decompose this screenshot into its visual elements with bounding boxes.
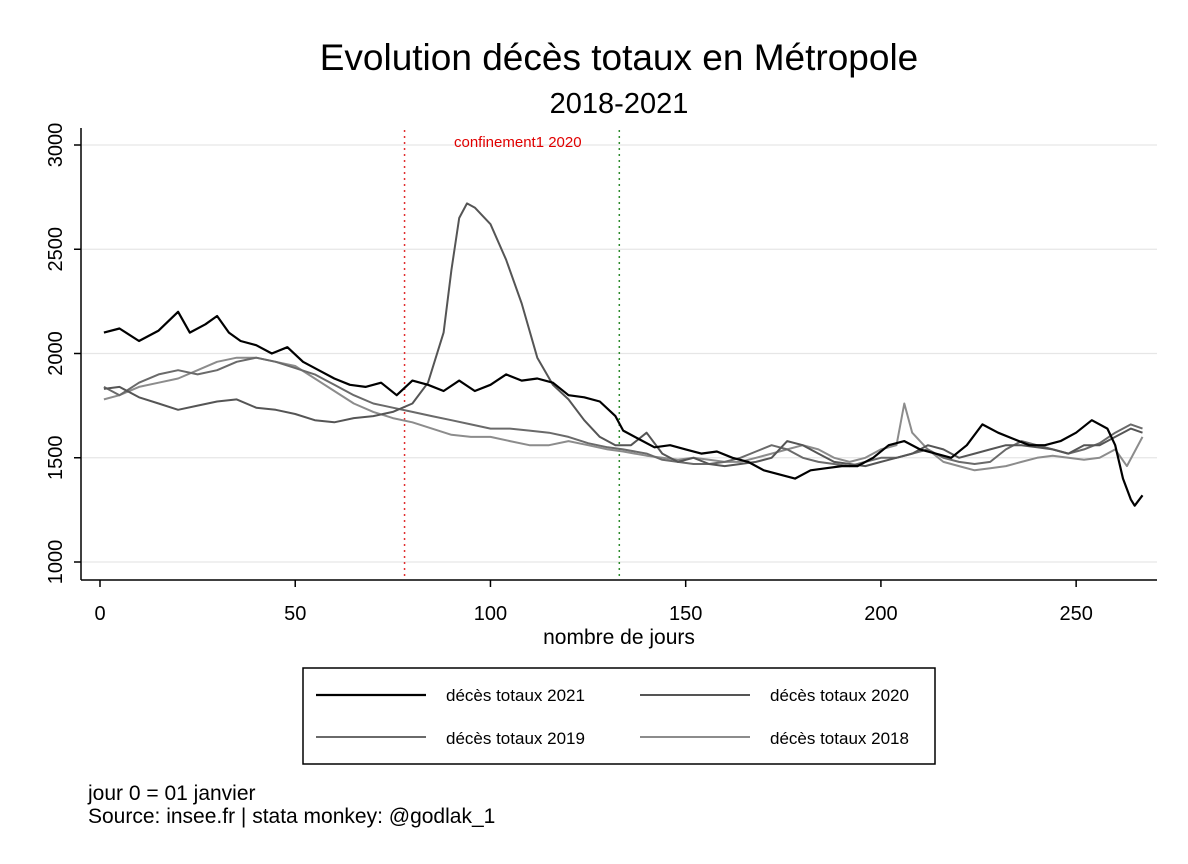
x-tick-label-250: 250 — [1059, 603, 1092, 625]
legend-label-2019: décès totaux 2019 — [446, 729, 585, 748]
x-tick-label-100: 100 — [474, 603, 507, 625]
y-tick-label-1000: 1000 — [45, 540, 67, 585]
series-line-décès-totaux-2018 — [103, 356, 1144, 472]
x-tick-label-50: 50 — [284, 603, 306, 625]
note-source: Source: insee.fr | stata monkey: @godlak… — [88, 805, 495, 828]
x-tick-label-200: 200 — [864, 603, 897, 625]
note-day-zero: jour 0 = 01 janvier — [87, 782, 256, 805]
series-line-décès-totaux-2021 — [103, 310, 1144, 507]
y-tick-label-1500: 1500 — [45, 436, 67, 481]
y-tick-label-3000: 3000 — [45, 123, 67, 168]
confinement-annotation: confinement1 2020 — [454, 134, 582, 151]
y-axis-ticks: 1000 1500 2000 2500 3000 — [45, 123, 81, 585]
x-tick-label-150: 150 — [669, 603, 702, 625]
chart-subtitle: 2018-2021 — [550, 88, 689, 120]
legend-box — [302, 667, 936, 765]
legend: décès totaux 2021 décès totaux 2020 décè… — [302, 667, 936, 765]
x-tick-label-0: 0 — [94, 603, 105, 625]
y-tick-label-2000: 2000 — [45, 331, 67, 376]
x-axis-label: nombre de jours — [543, 626, 695, 649]
legend-label-2020: décès totaux 2020 — [770, 686, 909, 705]
x-axis-ticks: 0 50 100 150 200 250 — [94, 580, 1093, 625]
series-lines — [103, 202, 1144, 507]
legend-label-2021: décès totaux 2021 — [446, 686, 585, 705]
legend-label-2018: décès totaux 2018 — [770, 729, 909, 748]
chart-title: Evolution décès totaux en Métropole — [320, 37, 919, 78]
y-tick-label-2500: 2500 — [45, 227, 67, 272]
annotation-lines — [403, 130, 621, 578]
